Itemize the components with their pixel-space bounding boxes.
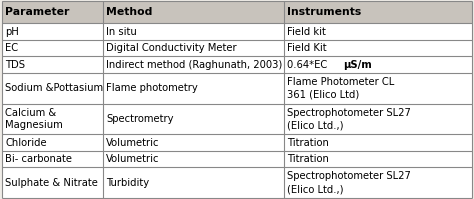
Bar (2, 73, 472, 104)
Text: Spectrophotometer SL27
(Elico Ltd.,): Spectrophotometer SL27 (Elico Ltd.,) (287, 171, 410, 194)
Text: Spectrometry: Spectrometry (106, 114, 173, 124)
Text: Field Kit: Field Kit (287, 43, 327, 53)
Bar (2, 104, 472, 134)
Text: Calcium &
Magnesium: Calcium & Magnesium (5, 107, 63, 130)
Text: Sulphate & Nitrate: Sulphate & Nitrate (5, 178, 98, 188)
Text: Digital Conductivity Meter: Digital Conductivity Meter (106, 43, 237, 53)
Bar (2, 40, 472, 57)
Bar (2, 151, 472, 167)
Text: Turbidity: Turbidity (106, 178, 149, 188)
Text: Indirect method (Raghunath, 2003): Indirect method (Raghunath, 2003) (106, 60, 283, 70)
Bar (2, 1, 472, 23)
Text: Instruments: Instruments (287, 7, 361, 17)
Text: pH: pH (5, 27, 19, 37)
Text: Sodium &Pottasium: Sodium &Pottasium (5, 83, 103, 93)
Text: Field kit: Field kit (287, 27, 326, 37)
Text: Volumetric: Volumetric (106, 138, 160, 147)
Text: Titration: Titration (287, 154, 328, 164)
Text: Bi- carbonate: Bi- carbonate (5, 154, 72, 164)
Bar (2, 134, 472, 151)
Text: Flame photometry: Flame photometry (106, 83, 198, 93)
Text: Titration: Titration (287, 138, 328, 147)
Bar (2, 57, 472, 73)
Text: μS/m: μS/m (343, 60, 372, 70)
Bar (2, 23, 472, 40)
Text: Flame Photometer CL
361 (Elico Ltd): Flame Photometer CL 361 (Elico Ltd) (287, 77, 394, 100)
Bar (2, 167, 472, 198)
Text: 0.64*EC: 0.64*EC (287, 60, 330, 70)
Text: Spectrophotometer SL27
(Elico Ltd.,): Spectrophotometer SL27 (Elico Ltd.,) (287, 107, 410, 130)
Text: EC: EC (5, 43, 18, 53)
Text: In situ: In situ (106, 27, 137, 37)
Text: Parameter: Parameter (5, 7, 70, 17)
Text: Chloride: Chloride (5, 138, 47, 147)
Text: Method: Method (106, 7, 153, 17)
Text: TDS: TDS (5, 60, 25, 70)
Text: Volumetric: Volumetric (106, 154, 160, 164)
